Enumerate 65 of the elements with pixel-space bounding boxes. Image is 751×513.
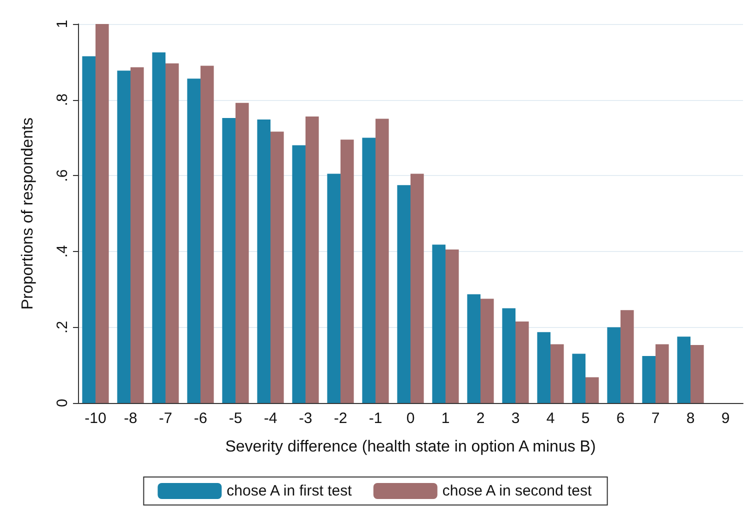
bar: [586, 377, 599, 403]
bar: [537, 332, 550, 403]
y-tick-label: 0: [54, 398, 71, 408]
x-tick-label: -6: [194, 410, 208, 427]
bar: [376, 118, 389, 403]
x-tick-label: 8: [686, 410, 695, 427]
x-tick-label: -1: [368, 410, 382, 427]
x-axis-title: Severity difference (health state in option A minus B): [225, 438, 596, 456]
bar: [130, 67, 144, 403]
bar: [340, 140, 354, 403]
x-tick-label: -3: [298, 410, 312, 427]
y-tick-label: .2: [54, 320, 71, 334]
x-tick-label: 2: [476, 410, 485, 427]
x-tick-label: 7: [651, 410, 660, 427]
bar: [270, 132, 284, 403]
x-tick-label: 9: [721, 410, 730, 427]
bar: [397, 185, 410, 403]
bar: [166, 63, 179, 403]
y-tick-label: .4: [54, 245, 71, 258]
bar: [362, 138, 376, 403]
bar: [656, 344, 669, 403]
bar: [467, 294, 480, 403]
x-tick-label: 0: [406, 410, 415, 427]
x-tick-label: -5: [228, 410, 242, 427]
x-tick-label: 1: [441, 410, 450, 427]
bar: [642, 356, 656, 403]
bar: [306, 116, 319, 403]
y-axis-title: Proportions of respondents: [20, 117, 36, 310]
bar: [236, 102, 249, 403]
x-tick-label: -8: [124, 410, 138, 427]
bar: [152, 52, 166, 403]
bar: [572, 354, 586, 403]
y-tick-label: 1: [54, 20, 71, 28]
bar: [620, 310, 634, 403]
bar: [480, 298, 494, 403]
bar: [292, 145, 306, 403]
x-tick-label: 5: [581, 410, 590, 427]
x-tick-label: -2: [334, 410, 348, 427]
bar: [82, 56, 96, 403]
bar: [677, 336, 690, 403]
x-tick-label: -7: [158, 410, 172, 427]
y-tick-label: .6: [54, 169, 71, 182]
bar: [257, 120, 270, 403]
bar: [327, 174, 340, 403]
x-tick-label: 3: [511, 410, 520, 427]
x-tick-label: 6: [616, 410, 625, 427]
bar: [446, 250, 459, 403]
x-tick-label: -10: [84, 410, 106, 427]
y-tick-label: .8: [54, 94, 71, 106]
bar: [432, 244, 446, 403]
bar: [690, 345, 704, 403]
bar: [502, 308, 516, 403]
legend-label: chose A in first test: [226, 482, 353, 500]
x-tick-label: 4: [546, 410, 555, 427]
bar: [516, 322, 529, 403]
bar: [222, 118, 236, 403]
bar: [96, 24, 109, 403]
legend-label: chose A in second test: [442, 482, 592, 500]
bar: [607, 327, 620, 403]
bar: [200, 66, 214, 403]
x-tick-label: -4: [264, 410, 278, 427]
bar: [117, 70, 130, 403]
bar: [410, 174, 424, 403]
bar: [187, 78, 200, 403]
bar: [550, 344, 564, 403]
